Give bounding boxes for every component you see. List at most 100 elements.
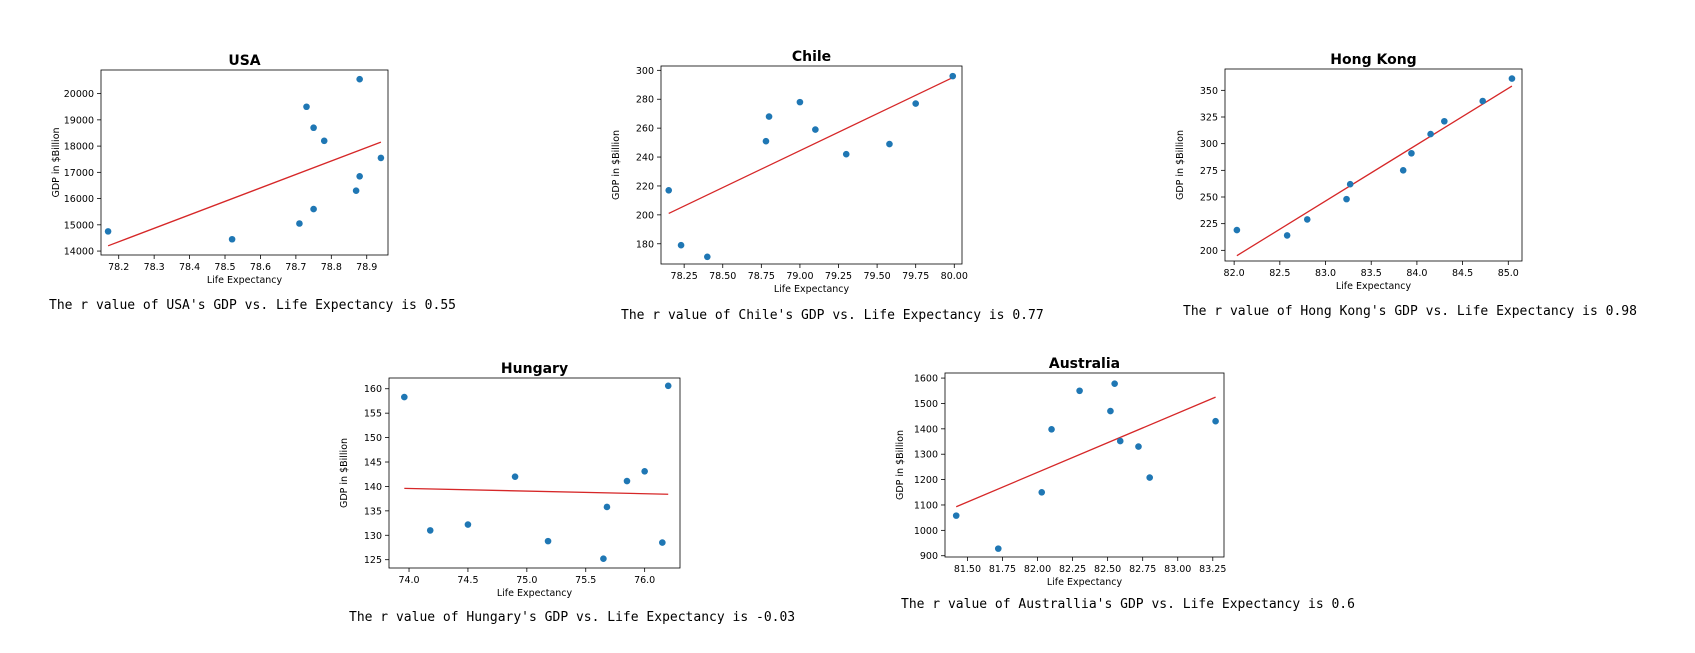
hungary-chart: Hungary 74.0 74.5 75.0 75.5 76.0 125 130 135 140 1… [339, 361, 681, 599]
usa-y-tick-label: 17000 [64, 168, 94, 179]
australia-y-tick-label: 900 [920, 551, 938, 562]
hong-kong-regression-line [1236, 85, 1513, 257]
australia-x-tick-label: 81.50 [954, 564, 981, 575]
hong-kong-data-point [1427, 130, 1434, 138]
hungary-data-point [600, 555, 607, 563]
hungary-data-point [464, 521, 472, 528]
australia-data-point [1116, 437, 1124, 445]
chile-y-tick-label: 180 [636, 239, 654, 250]
usa-data-point [310, 124, 317, 132]
usa-regression-line [107, 141, 382, 247]
australia-data-point [952, 512, 960, 519]
chile-x-axis-label: Life Expectancy [774, 284, 850, 295]
usa-x-tick-label: 78.5 [214, 262, 235, 273]
australia-y-tick-label: 1500 [914, 399, 938, 410]
hong-kong-y-axis-label: GDP in $Billion [1175, 130, 1186, 200]
usa-data-point [303, 103, 310, 111]
usa-y-axis-label: GDP in $Billion [51, 127, 62, 197]
chile-regression-line [668, 76, 954, 215]
chile-r-value-caption: The r value of Chile's GDP vs. Life Expe… [621, 308, 1044, 323]
chile-x-tick-label: 79.50 [864, 271, 891, 282]
hungary-y-tick-label: 160 [364, 384, 382, 395]
hong-kong-r-value-caption: The r value of Hong Kong's GDP vs. Life … [1183, 304, 1637, 319]
usa-plot-frame [100, 69, 389, 256]
usa-data-point [296, 220, 303, 227]
hungary-x-tick-label: 75.5 [575, 575, 596, 586]
hong-kong-data-point [1479, 97, 1487, 105]
chile-data-point [704, 253, 711, 261]
australia-data-point [1212, 417, 1219, 425]
australia-x-tick-label: 83.00 [1164, 564, 1191, 575]
hungary-plot-frame [388, 377, 681, 569]
chile-data-point [812, 126, 819, 133]
hong-kong-data-point [1233, 226, 1241, 234]
chile-data-point [765, 113, 773, 120]
chile-y-tick-label: 200 [636, 210, 654, 221]
hungary-data-point [664, 382, 672, 390]
australia-data-point [1107, 407, 1114, 415]
hong-kong-x-tick-label: 83.0 [1315, 268, 1336, 279]
australia-y-tick-label: 1100 [914, 500, 938, 511]
chile-y-tick-label: 260 [636, 124, 654, 135]
hong-kong-x-tick-label: 84.0 [1406, 268, 1427, 279]
hungary-y-tick-label: 130 [364, 531, 382, 542]
hong-kong-data-point [1346, 180, 1354, 188]
australia-x-tick-label: 81.75 [989, 564, 1016, 575]
hong-kong-y-tick-label: 200 [1200, 246, 1218, 257]
hong-kong-data-point [1441, 117, 1448, 125]
hungary-data-point [544, 537, 552, 545]
hong-kong-data-point [1303, 216, 1311, 223]
chile-y-tick-label: 280 [636, 95, 654, 106]
usa-x-tick-label: 78.8 [321, 262, 342, 273]
hungary-chart-title: Hungary [501, 361, 568, 377]
usa-y-tick-label: 14000 [64, 247, 94, 258]
usa-y-tick-label: 19000 [64, 115, 94, 126]
hungary-x-tick-label: 75.0 [516, 575, 537, 586]
hungary-data-point [641, 467, 648, 475]
hong-kong-x-tick-label: 82.5 [1269, 268, 1290, 279]
australia-data-point [1135, 443, 1142, 450]
hungary-y-axis-label: GDP in $Billion [339, 438, 350, 508]
chile-x-tick-label: 79.75 [902, 271, 929, 282]
hong-kong-x-axis-label: Life Expectancy [1336, 281, 1412, 292]
usa-x-tick-label: 78.3 [144, 262, 165, 273]
australia-regression-line [955, 396, 1216, 508]
australia-data-point [1146, 474, 1153, 481]
hong-kong-data-point [1399, 167, 1407, 174]
australia-x-tick-label: 82.00 [1024, 564, 1051, 575]
usa-data-point [356, 172, 363, 180]
australia-x-tick-label: 82.25 [1059, 564, 1086, 575]
chile-y-axis-label: GDP in $Billion [611, 130, 622, 200]
chile-x-tick-label: 79.25 [825, 271, 852, 282]
hungary-y-tick-label: 125 [364, 555, 382, 566]
usa-data-point [228, 235, 236, 243]
usa-data-point [352, 187, 360, 195]
australia-data-point [994, 545, 1002, 552]
hong-kong-chart-title: Hong Kong [1330, 52, 1416, 68]
australia-y-axis-label: GDP in $Billion [895, 430, 906, 500]
chile-chart-title: Chile [792, 49, 831, 65]
chile-plot-frame [660, 65, 963, 265]
hong-kong-x-tick-label: 82.0 [1224, 268, 1245, 279]
usa-r-value-caption: The r value of USA's GDP vs. Life Expect… [49, 298, 456, 313]
hong-kong-y-tick-label: 250 [1200, 193, 1218, 204]
hong-kong-plot-frame [1224, 68, 1523, 262]
hungary-y-tick-label: 155 [364, 409, 382, 420]
chile-x-tick-label: 79.00 [786, 271, 813, 282]
australia-y-tick-label: 1600 [914, 374, 938, 385]
hong-kong-y-tick-label: 225 [1200, 219, 1218, 230]
australia-y-tick-label: 1000 [914, 526, 938, 537]
hong-kong-y-tick-label: 325 [1200, 113, 1218, 124]
hong-kong-y-tick-label: 350 [1200, 86, 1218, 97]
hungary-x-axis-label: Life Expectancy [497, 588, 573, 599]
hungary-data-point [623, 477, 631, 485]
australia-chart: Australia 81.50 81.75 82.00 82.25 82.50 82.75 8… [895, 356, 1226, 588]
chile-chart: Chile 78.25 78.50 78.75 79.00 79.25 79.50 79.75… [611, 49, 968, 295]
hungary-x-tick-label: 76.0 [634, 575, 655, 586]
usa-x-tick-label: 78.2 [108, 262, 129, 273]
chile-y-tick-label: 300 [636, 66, 654, 77]
chile-y-tick-label: 240 [636, 153, 654, 164]
hong-kong-x-tick-label: 84.5 [1452, 268, 1473, 279]
chile-x-tick-label: 80.00 [941, 271, 968, 282]
